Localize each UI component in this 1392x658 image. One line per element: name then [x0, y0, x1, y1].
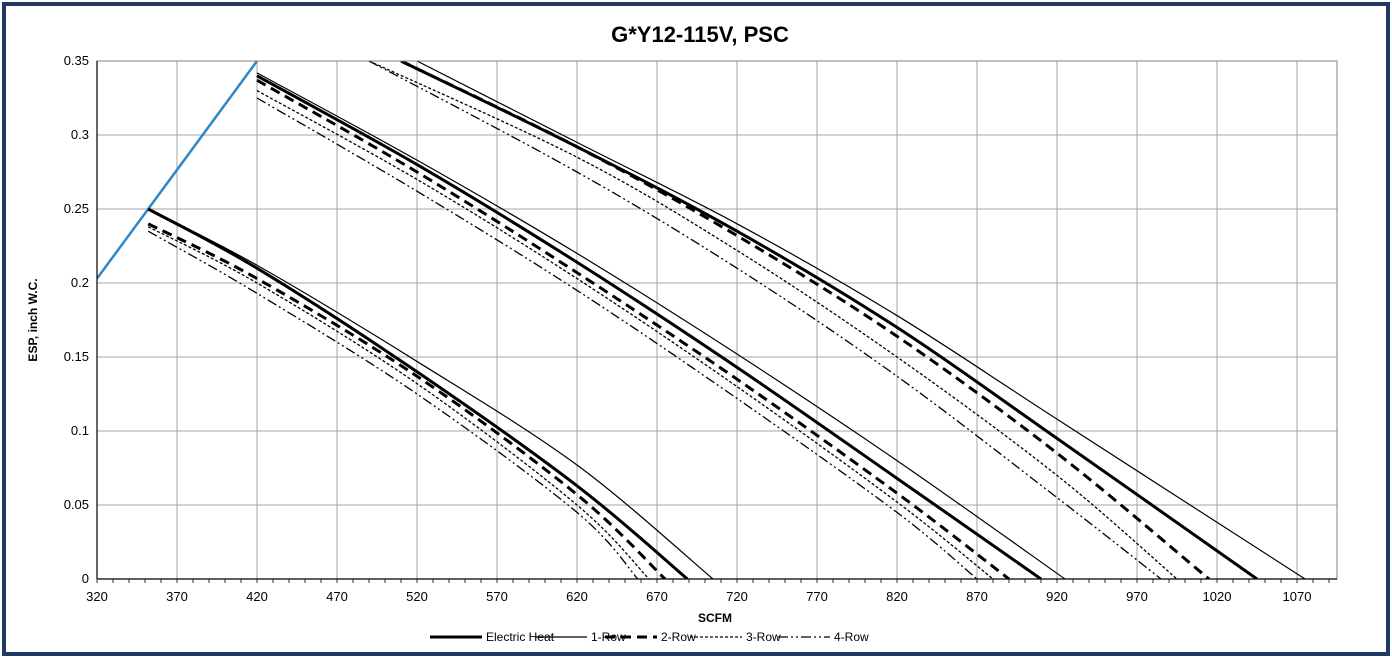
x-tick-label: 470 — [326, 589, 348, 604]
series-line-3-row-group-2 — [256, 90, 994, 579]
chart-title: G*Y12-115V, PSC — [611, 22, 789, 47]
x-tick-label: 370 — [166, 589, 188, 604]
legend-label: 2-Row — [661, 630, 696, 644]
limit-curve — [97, 61, 259, 280]
y-tick-label: 0.35 — [64, 53, 89, 68]
x-axis-label: SCFM — [698, 611, 732, 625]
series-line-1-row-group-2 — [256, 72, 1066, 579]
series-line-3-row-group-1 — [147, 226, 650, 579]
x-tick-label: 670 — [646, 589, 668, 604]
series-line-2-row-group-3 — [400, 61, 1210, 579]
series-line-3-row-group-3 — [368, 61, 1178, 579]
x-tick-label: 1070 — [1283, 589, 1312, 604]
x-tick-label: 770 — [806, 589, 828, 604]
y-axis-label: ESP, inch W.C. — [26, 278, 40, 361]
series-line-4-row-group-3 — [368, 61, 1162, 579]
series-line-1-row-group-3 — [416, 61, 1306, 579]
x-tick-label: 320 — [86, 589, 108, 604]
plot-area — [97, 61, 1337, 579]
legend: Electric Heat 1-Row 2-Row 3-Row 4-Row — [430, 630, 869, 644]
x-tick-label: 570 — [486, 589, 508, 604]
series-line-4-row-group-2 — [256, 97, 978, 579]
y-tick-label: 0.25 — [64, 201, 89, 216]
series-line-4-row-group-1 — [147, 230, 639, 579]
series-line-1-row-group-1 — [147, 208, 714, 579]
y-tick-label: 0.05 — [64, 497, 89, 512]
x-tick-label: 1020 — [1203, 589, 1232, 604]
y-tick-label: 0.15 — [64, 349, 89, 364]
axes: 320 370 420 470 520 570 620 670 720 770 820 870 920 9… — [64, 53, 1338, 604]
x-tick-label: 820 — [886, 589, 908, 604]
series-line-electric-heat-group-1 — [147, 207, 689, 579]
legend-label: 3-Row — [746, 630, 781, 644]
series-line-2-row-group-1 — [147, 222, 667, 579]
y-tick-label: 0 — [82, 571, 89, 586]
y-tick-label: 0.1 — [71, 423, 89, 438]
series-line-electric-heat-group-2 — [256, 74, 1042, 579]
legend-label: 4-Row — [834, 630, 869, 644]
x-tick-label: 970 — [1126, 589, 1148, 604]
grid — [96, 60, 1337, 580]
x-tick-label: 720 — [726, 589, 748, 604]
x-tick-label: 620 — [566, 589, 588, 604]
series-layer — [97, 61, 1306, 579]
legend-label: Electric Heat — [486, 630, 555, 644]
x-tick-label: 520 — [406, 589, 428, 604]
x-tick-label: 920 — [1046, 589, 1068, 604]
x-tick-label: 870 — [966, 589, 988, 604]
x-tick-label: 420 — [246, 589, 268, 604]
y-tick-label: 0.2 — [71, 275, 89, 290]
y-tick-label: 0.3 — [71, 127, 89, 142]
